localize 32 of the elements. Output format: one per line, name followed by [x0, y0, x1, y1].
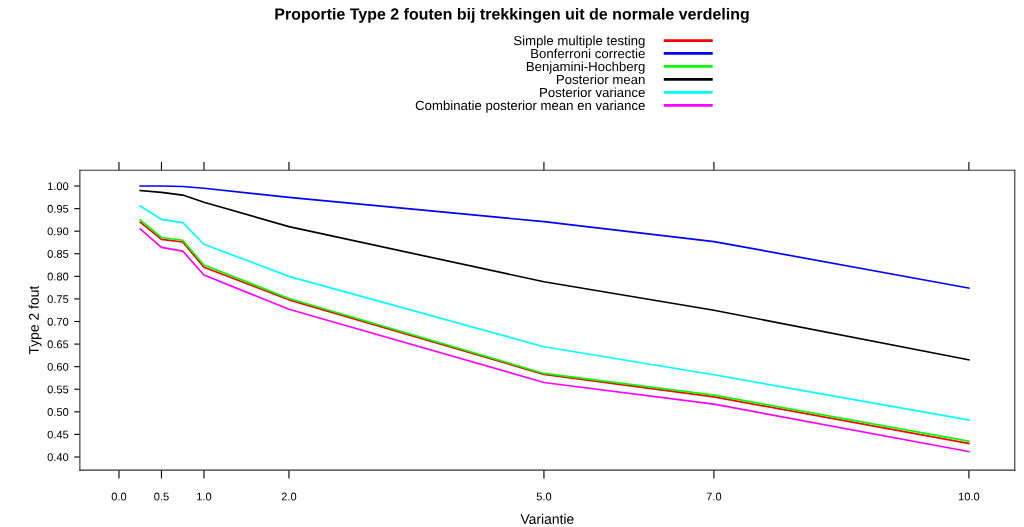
line-series — [139, 189, 970, 361]
legend-label: Combinatie posterior mean en variance — [415, 100, 645, 113]
legend-label: Posterior mean — [556, 74, 645, 85]
x-axis-title: Variantie — [520, 513, 574, 524]
y-tick-label: 0.65 — [47, 340, 69, 349]
y-tick-label: 0.90 — [47, 227, 69, 236]
y-tick-label: 1.00 — [47, 182, 69, 191]
chart-title: Proportie Type 2 fouten bij trekkingen uit de normale verdeling — [275, 7, 749, 23]
x-tick-label: 7.0 — [706, 492, 722, 501]
y-tick-label: 0.45 — [47, 430, 69, 439]
legend-label: Simple multiple testing — [513, 35, 645, 48]
y-tick-label: 0.80 — [47, 272, 69, 281]
y-tick-label: 0.55 — [47, 385, 69, 394]
y-tick-label: 0.50 — [47, 408, 69, 416]
x-tick-label: 0.5 — [154, 492, 169, 501]
y-tick-label: 0.40 — [47, 453, 69, 462]
line-series — [139, 205, 970, 421]
x-tick-label: 0.0 — [111, 492, 127, 501]
y-tick-label: 0.75 — [47, 295, 69, 304]
legend-label: Bonferroni correctie — [531, 48, 645, 59]
y-tick-label: 0.70 — [47, 317, 69, 326]
y-axis-title: Type 2 fout — [28, 285, 42, 355]
legend-label: Benjamini-Hochberg — [526, 61, 645, 74]
line-series — [139, 185, 970, 289]
legend-label: Posterior variance — [540, 87, 645, 98]
x-tick-label: 10.0 — [958, 492, 980, 501]
y-tick-label: 0.60 — [47, 362, 69, 371]
y-tick-label: 0.95 — [47, 204, 69, 213]
y-tick-label: 0.85 — [47, 250, 69, 258]
x-tick-label: 5.0 — [536, 492, 552, 501]
x-tick-label: 2.0 — [281, 492, 297, 501]
x-tick-label: 1.0 — [197, 492, 212, 501]
